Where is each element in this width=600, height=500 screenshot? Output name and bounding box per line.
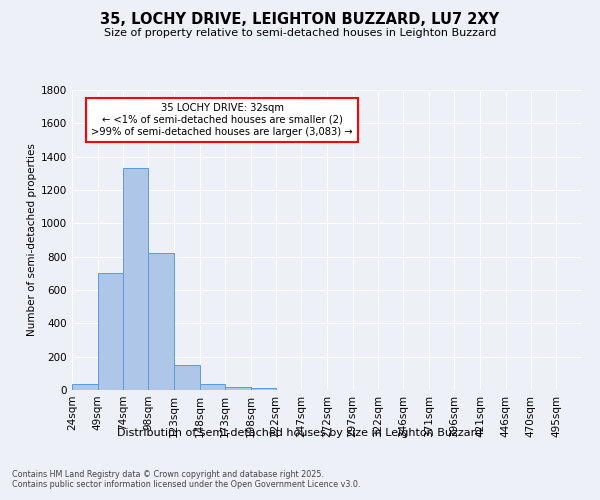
Text: Contains public sector information licensed under the Open Government Licence v3: Contains public sector information licen…	[12, 480, 361, 489]
Text: Distribution of semi-detached houses by size in Leighton Buzzard: Distribution of semi-detached houses by …	[118, 428, 482, 438]
Bar	[98, 274, 124, 390]
Y-axis label: Number of semi-detached properties: Number of semi-detached properties	[27, 144, 37, 336]
Bar	[251, 388, 275, 390]
Bar	[225, 386, 251, 390]
Text: Contains HM Land Registry data © Crown copyright and database right 2025.: Contains HM Land Registry data © Crown c…	[12, 470, 324, 479]
Bar	[174, 365, 199, 390]
Bar	[148, 254, 174, 390]
Bar	[199, 384, 225, 390]
Text: Size of property relative to semi-detached houses in Leighton Buzzard: Size of property relative to semi-detach…	[104, 28, 496, 38]
Bar	[124, 168, 148, 390]
Bar	[72, 384, 98, 390]
Text: 35 LOCHY DRIVE: 32sqm
← <1% of semi-detached houses are smaller (2)
>99% of semi: 35 LOCHY DRIVE: 32sqm ← <1% of semi-deta…	[91, 104, 353, 136]
Text: 35, LOCHY DRIVE, LEIGHTON BUZZARD, LU7 2XY: 35, LOCHY DRIVE, LEIGHTON BUZZARD, LU7 2…	[100, 12, 500, 28]
